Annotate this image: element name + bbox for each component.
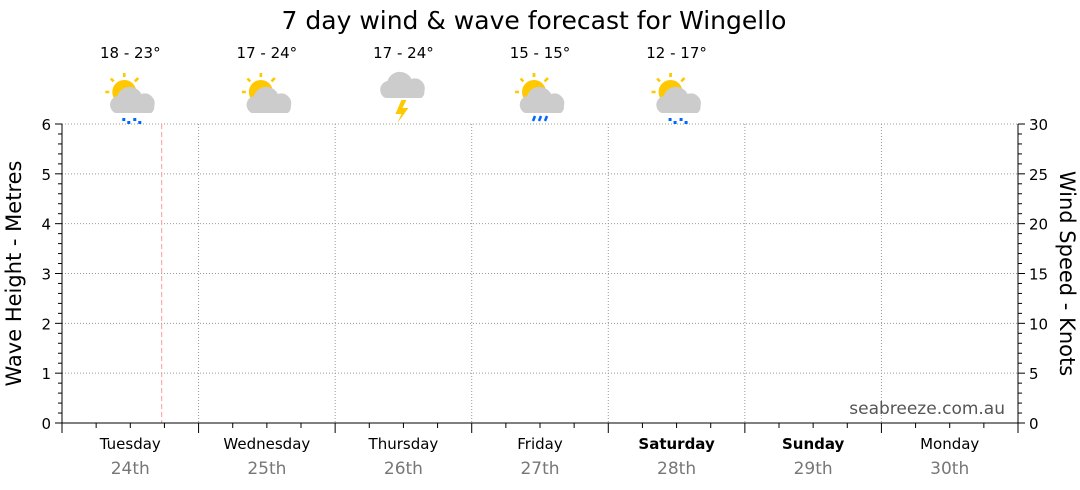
rain-drop <box>138 121 142 124</box>
day-column: Wednesday 25th 17 - 24° <box>223 44 310 479</box>
rain-drop <box>127 121 131 124</box>
rain-drop <box>133 118 137 121</box>
cloud <box>380 71 425 98</box>
cloud <box>519 86 565 113</box>
temperature-range: 18 - 23° <box>100 44 161 62</box>
left-tick-label: 5 <box>41 166 51 184</box>
day-date: 24th <box>111 459 150 479</box>
cloud-storm-icon <box>380 71 425 123</box>
rain-drop <box>668 118 672 121</box>
cloud <box>246 86 292 113</box>
right-axis-label: Wind Speed - Knots <box>1055 171 1079 376</box>
sun-ray <box>134 77 140 82</box>
temperature-range: 17 - 24° <box>237 44 298 62</box>
left-tick-label: 0 <box>41 415 51 433</box>
left-axis-label: Wave Height - Metres <box>2 161 26 387</box>
sun-ray <box>544 77 549 82</box>
right-tick-label: 10 <box>1029 315 1048 333</box>
right-tick-label: 20 <box>1029 216 1048 234</box>
left-tick-label: 2 <box>41 315 51 333</box>
rain-streak <box>543 115 549 122</box>
day-name: Sunday <box>782 435 845 453</box>
left-tick-label: 1 <box>41 365 51 383</box>
right-tick-label: 0 <box>1029 415 1039 433</box>
day-date: 26th <box>384 459 423 479</box>
left-tick-label: 3 <box>41 266 51 284</box>
day-column: Friday 27th 15 - 15° <box>510 44 571 479</box>
cloud <box>656 86 701 113</box>
left-tick-label: 6 <box>41 116 51 134</box>
day-date: 25th <box>247 459 286 479</box>
day-name: Friday <box>517 435 563 453</box>
day-date: 28th <box>657 459 696 479</box>
day-column: Tuesday 24th 18 - 23° <box>99 44 161 479</box>
left-tick-label: 4 <box>41 216 51 234</box>
sun-ray <box>680 77 686 82</box>
sun-ray <box>519 77 525 83</box>
right-tick-label: 5 <box>1029 365 1039 383</box>
sun-cloud-showers-icon <box>651 73 701 124</box>
day-name: Thursday <box>368 435 439 453</box>
temperature-range: 12 - 17° <box>646 44 707 62</box>
cloud <box>110 86 155 113</box>
sun-ray <box>270 77 276 82</box>
day-column: Saturday 28th 12 - 17° <box>638 44 715 479</box>
rain-drop <box>679 118 683 121</box>
rain-streak <box>537 115 543 122</box>
day-column: Thursday 26th 17 - 24° <box>368 44 439 479</box>
rain-drop <box>684 121 688 124</box>
day-column: Sunday 29th <box>782 435 845 479</box>
sun-ray <box>656 77 661 83</box>
day-name: Monday <box>920 435 979 453</box>
lightning <box>395 100 409 123</box>
rain-drop <box>122 118 126 121</box>
day-date: 27th <box>520 459 559 479</box>
sun-cloud-rain-icon <box>515 73 565 122</box>
day-date: 30th <box>930 459 969 479</box>
right-tick-label: 15 <box>1029 266 1048 284</box>
sun-ray <box>246 77 252 83</box>
rain-streak <box>531 115 537 122</box>
chart-title: 7 day wind & wave forecast for Wingello <box>282 6 787 35</box>
temperature-range: 15 - 15° <box>510 44 571 62</box>
temperature-range: 17 - 24° <box>373 44 434 62</box>
watermark: seabreeze.com.au <box>849 399 1005 419</box>
right-tick-label: 25 <box>1029 166 1048 184</box>
sun-cloud-icon <box>241 73 292 113</box>
sun-cloud-showers-icon <box>105 73 155 124</box>
right-tick-label: 30 <box>1029 116 1048 134</box>
day-column: Monday 30th <box>920 435 979 479</box>
day-name: Saturday <box>638 435 715 453</box>
day-date: 29th <box>794 459 833 479</box>
rain-drop <box>673 121 677 124</box>
sun-ray <box>109 77 115 83</box>
day-name: Tuesday <box>99 435 161 453</box>
day-name: Wednesday <box>223 435 310 453</box>
